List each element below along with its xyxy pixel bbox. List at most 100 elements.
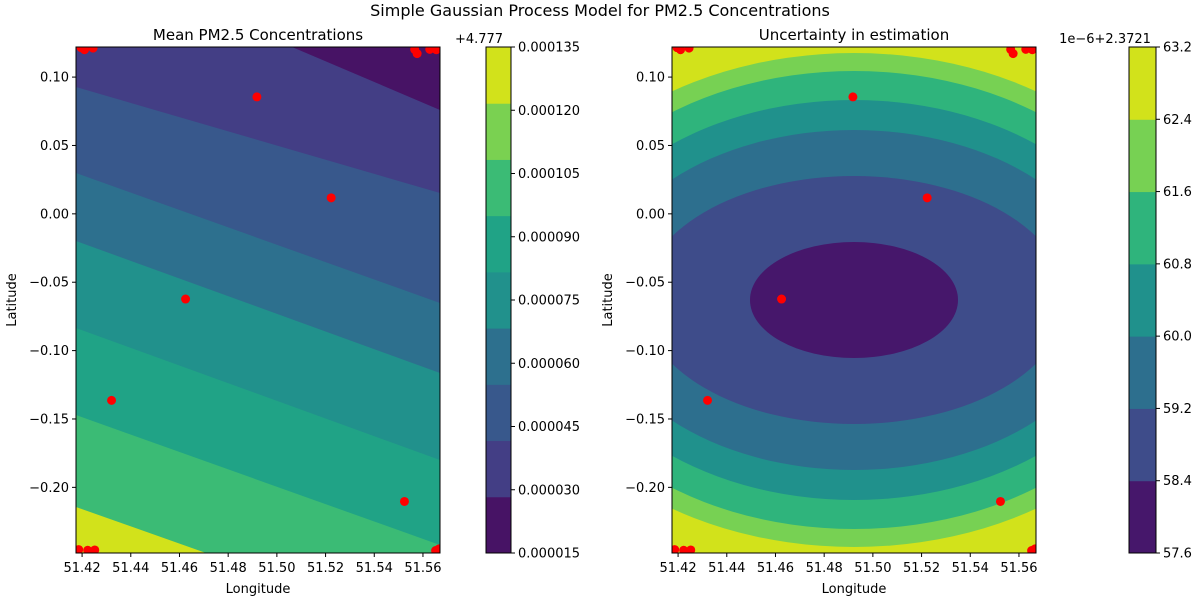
mean-contour-fill bbox=[76, 47, 440, 553]
mean-panel: Mean PM2.5 Concentrations 51.42 51.44 51.4… bbox=[5, 26, 442, 597]
uncertainty-colorbar-tick-label: 61.6 bbox=[1163, 185, 1192, 200]
uncertainty-y-axis: 0.10 0.05 0.00 −0.05 −0.10 −0.15 −0.20 bbox=[625, 71, 672, 496]
mean-observation-point bbox=[80, 47, 90, 55]
uncertainty-colorbar-level bbox=[1129, 408, 1156, 482]
uncertainty-x-tick-label: 51.42 bbox=[659, 561, 696, 576]
uncertainty-observation-point bbox=[676, 47, 686, 55]
mean-colorbar-tick-label: 0.000015 bbox=[518, 547, 580, 562]
uncertainty-colorbar-offset: 1e−6+2.3721 bbox=[1059, 32, 1151, 47]
mean-colorbar: +4.777 0.000015 0.000030 0.000045 0.000060 0… bbox=[455, 32, 580, 562]
uncertainty-observation-point bbox=[1030, 544, 1036, 553]
mean-colorbar-level bbox=[486, 47, 511, 104]
uncertainty-x-tick-label: 51.52 bbox=[903, 561, 940, 576]
uncertainty-axes-frame bbox=[671, 46, 1037, 554]
uncertainty-observation-point bbox=[686, 545, 696, 553]
uncertainty-panel: Uncertainty in estimation 51.42 51.44 51.4… bbox=[601, 26, 1038, 597]
uncertainty-observation-point bbox=[922, 193, 932, 203]
uncertainty-colorbar-level bbox=[1129, 336, 1156, 409]
uncertainty-observation-point bbox=[1027, 47, 1036, 55]
uncertainty-y-tick-label: 0.00 bbox=[636, 207, 665, 222]
uncertainty-colorbar-level bbox=[1129, 119, 1156, 193]
mean-level-band-6 bbox=[76, 415, 440, 553]
mean-observation-point bbox=[83, 545, 93, 553]
uncertainty-y-tick-label: 0.05 bbox=[636, 139, 665, 154]
mean-x-tick-label: 51.52 bbox=[307, 561, 344, 576]
mean-y-tick-label: −0.10 bbox=[29, 344, 69, 359]
figure-title: Simple Gaussian Process Model for PM2.5 … bbox=[370, 1, 830, 20]
mean-colorbar-level bbox=[486, 215, 511, 273]
mean-y-tick-label: 0.00 bbox=[40, 207, 69, 222]
mean-colorbar-tick-label: 0.000090 bbox=[518, 230, 580, 245]
mean-colorbar-tick-label: 0.000120 bbox=[518, 104, 580, 119]
mean-x-tick-label: 51.46 bbox=[161, 561, 198, 576]
mean-y-tick-label: −0.05 bbox=[29, 276, 69, 291]
mean-observation-point bbox=[252, 92, 262, 102]
uncertainty-x-tick-label: 51.48 bbox=[806, 561, 843, 576]
mean-colorbar-tick-label: 0.000105 bbox=[518, 167, 580, 182]
uncertainty-colorbar-tick-label: 59.2 bbox=[1163, 402, 1192, 417]
uncertainty-y-tick-label: −0.10 bbox=[625, 344, 665, 359]
mean-observation-point bbox=[326, 193, 336, 203]
uncertainty-observation-point bbox=[672, 545, 680, 553]
uncertainty-level-band-0 bbox=[750, 242, 958, 358]
uncertainty-y-tick-label: −0.15 bbox=[625, 412, 665, 427]
mean-colorbar-offset: +4.777 bbox=[455, 32, 503, 47]
uncertainty-y-tick-label: −0.20 bbox=[625, 481, 665, 496]
mean-y-label: Latitude bbox=[5, 273, 20, 327]
mean-y-tick-label: 0.10 bbox=[40, 71, 69, 86]
uncertainty-colorbar-level bbox=[1129, 263, 1156, 337]
mean-colorbar-tick-label: 0.000030 bbox=[518, 483, 580, 498]
mean-colorbar-level bbox=[486, 103, 511, 160]
uncertainty-x-tick-label: 51.46 bbox=[757, 561, 794, 576]
mean-colorbar-tick-label: 0.000135 bbox=[518, 41, 580, 56]
mean-colorbar-tick-label: 0.000075 bbox=[518, 294, 580, 309]
mean-observation-point bbox=[76, 545, 84, 553]
uncertainty-y-tick-label: −0.05 bbox=[625, 276, 665, 291]
uncertainty-x-axis: 51.42 51.44 51.46 51.48 51.50 51.52 51.54 51.56 bbox=[659, 553, 1038, 576]
mean-observation-point bbox=[88, 47, 98, 53]
mean-observation-point bbox=[434, 544, 440, 553]
mean-x-tick-label: 51.50 bbox=[258, 561, 295, 576]
mean-observation-point bbox=[399, 496, 409, 506]
mean-panel-title: Mean PM2.5 Concentrations bbox=[153, 26, 363, 44]
uncertainty-x-tick-label: 51.50 bbox=[854, 561, 891, 576]
uncertainty-y-tick-label: 0.10 bbox=[636, 71, 665, 86]
uncertainty-observation-point bbox=[679, 545, 689, 553]
uncertainty-colorbar-frame bbox=[1128, 46, 1157, 554]
uncertainty-x-label: Longitude bbox=[822, 582, 887, 597]
mean-axes-frame bbox=[75, 46, 441, 554]
mean-colorbar-tick-label: 0.000060 bbox=[518, 357, 580, 372]
mean-y-tick-label: −0.20 bbox=[29, 481, 69, 496]
uncertainty-panel-title: Uncertainty in estimation bbox=[759, 26, 949, 44]
mean-x-tick-label: 51.48 bbox=[210, 561, 247, 576]
uncertainty-colorbar-tick-label: 60.0 bbox=[1163, 330, 1192, 345]
mean-y-tick-label: −0.15 bbox=[29, 412, 69, 427]
mean-x-tick-label: 51.54 bbox=[356, 561, 393, 576]
mean-observation-point bbox=[412, 49, 422, 59]
mean-x-tick-label: 51.56 bbox=[404, 561, 441, 576]
mean-y-tick-label: 0.05 bbox=[40, 139, 69, 154]
mean-colorbar-tick-label: 0.000045 bbox=[518, 420, 580, 435]
uncertainty-colorbar-tick-label: 63.2 bbox=[1163, 41, 1192, 56]
mean-x-axis: 51.42 51.44 51.46 51.48 51.50 51.52 51.54 51.56 bbox=[63, 553, 442, 576]
mean-level-band-7 bbox=[76, 507, 206, 553]
uncertainty-y-label: Latitude bbox=[601, 273, 616, 327]
mean-colorbar-level bbox=[486, 384, 511, 442]
mean-points bbox=[76, 47, 440, 553]
mean-observation-point bbox=[107, 395, 117, 405]
uncertainty-colorbar-tick-label: 58.4 bbox=[1163, 474, 1192, 489]
uncertainty-observation-point bbox=[684, 47, 694, 53]
mean-observation-point bbox=[431, 47, 440, 55]
mean-colorbar-level bbox=[486, 159, 511, 217]
mean-x-tick-label: 51.42 bbox=[63, 561, 100, 576]
mean-x-label: Longitude bbox=[226, 582, 291, 597]
uncertainty-observation-point bbox=[848, 92, 858, 102]
uncertainty-observation-point bbox=[777, 294, 787, 304]
uncertainty-colorbar-level bbox=[1129, 191, 1156, 265]
uncertainty-colorbar-level bbox=[1129, 47, 1156, 120]
uncertainty-colorbar-tick-label: 57.6 bbox=[1163, 547, 1192, 562]
mean-x-tick-label: 51.44 bbox=[112, 561, 149, 576]
mean-colorbar-level bbox=[486, 328, 511, 385]
uncertainty-x-tick-label: 51.44 bbox=[708, 561, 745, 576]
mean-colorbar-level bbox=[486, 496, 511, 554]
